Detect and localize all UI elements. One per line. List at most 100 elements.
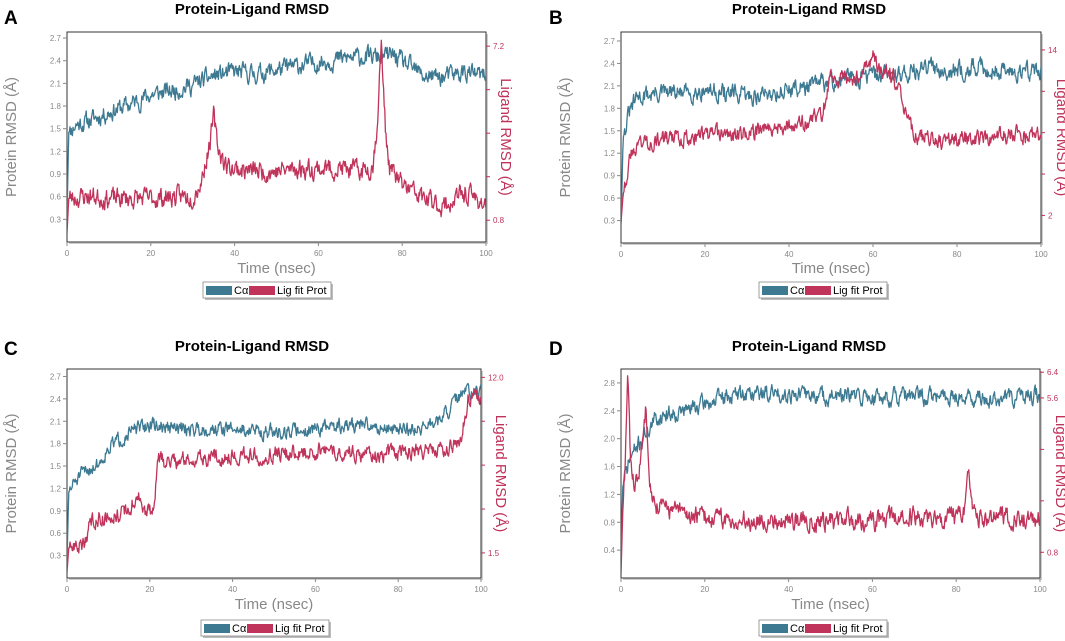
- plot-area: [620, 368, 1041, 579]
- y2-tick-label: 14: [1048, 46, 1057, 55]
- y-tick-label: 1.5: [50, 125, 62, 134]
- panel-label: C: [4, 339, 18, 360]
- y-tick-label: 1.8: [50, 102, 62, 111]
- panel-c: C Protein-Ligand RMSD 0 20 40 60 80 100 0.3 0.6 0.…: [3, 338, 509, 638]
- y-tick-label: 0.3: [50, 215, 62, 224]
- x-tick-label: 80: [398, 249, 407, 258]
- x-tick-label: 80: [394, 585, 403, 594]
- y-tick-label: 2.7: [50, 34, 62, 43]
- chart-title: Protein-Ligand RMSD: [732, 1, 886, 18]
- x-tick-label: 20: [145, 585, 154, 594]
- panel-b: B Protein-Ligand RMSD 0 20 40 60 80 100 0.3 0.6 0.…: [549, 1, 1065, 300]
- panel-a: A Protein-Ligand RMSD 0 20 40 60 80 100 0.3 0.6 0.…: [3, 1, 514, 300]
- y2-tick-label: 1.5: [488, 549, 500, 558]
- x-tick-label: 0: [619, 250, 624, 259]
- x-tick-label: 80: [952, 585, 961, 594]
- y-tick-label: 2.1: [50, 79, 62, 88]
- y-tick-label: 1.2: [50, 147, 62, 156]
- x-tick-label: 100: [1033, 585, 1047, 594]
- chart-title: Protein-Ligand RMSD: [175, 1, 329, 18]
- legend-label-ligand: Lig fit Prot: [833, 623, 883, 635]
- y2-tick-label: 2: [1048, 211, 1053, 220]
- y-tick-label: 2.4: [604, 407, 616, 416]
- chart-title: Protein-Ligand RMSD: [732, 338, 886, 355]
- y-tick-label: 0.9: [50, 507, 62, 516]
- x-tick-label: 60: [869, 250, 878, 259]
- y-tick-label: 2.1: [50, 417, 62, 426]
- y-tick-label: 0.6: [50, 193, 62, 202]
- plot-area: [66, 31, 487, 243]
- x-axis-label: Time (nsec): [235, 596, 314, 613]
- y-tick-label: 2.7: [50, 372, 62, 381]
- y-tick-label: 0.3: [604, 217, 616, 226]
- y-tick-label: 2.4: [604, 59, 616, 68]
- series-line-ligand: [67, 39, 486, 234]
- y2-tick-label: 6.4: [1047, 368, 1059, 377]
- series-line-ligand: [621, 375, 1040, 575]
- legend-label-ligand: Lig fit Prot: [277, 285, 327, 297]
- x-tick-label: 20: [146, 249, 155, 258]
- x-tick-label: 60: [311, 585, 320, 594]
- y-tick-label: 2.8: [604, 379, 616, 388]
- panel-label: B: [549, 8, 563, 29]
- legend-swatch-ligand: [805, 286, 831, 295]
- legend-swatch-ligand: [249, 286, 275, 295]
- legend-label-ligand: Lig fit Prot: [833, 285, 883, 297]
- y-tick-label: 2.0: [604, 435, 616, 444]
- y-tick-label: 2.1: [604, 82, 616, 91]
- y-tick-label: 0.9: [604, 172, 616, 181]
- x-axis-label: Time (nsec): [792, 260, 871, 277]
- y2-axis-label: Ligand RMSD (Å): [1053, 79, 1065, 197]
- plot-area: [66, 368, 482, 579]
- y-tick-label: 1.8: [604, 104, 616, 113]
- y2-axis-label: Ligand RMSD (Å): [1052, 415, 1065, 533]
- y-tick-label: 2.4: [50, 395, 62, 404]
- legend: Cα Lig fit Prot: [200, 619, 331, 638]
- x-tick-label: 40: [228, 585, 237, 594]
- y-tick-label: 1.2: [604, 490, 616, 499]
- panel-d: D Protein-Ligand RMSD 0 20 40 60 80 100 0.4 0.8 1.…: [549, 338, 1065, 638]
- x-tick-label: 40: [785, 250, 794, 259]
- series-line-calpha: [621, 383, 1040, 565]
- y-tick-label: 1.6: [604, 463, 616, 472]
- legend-label-ligand: Lig fit Prot: [275, 623, 325, 635]
- y2-tick-label: 7.2: [493, 42, 505, 51]
- panel-label: A: [4, 8, 18, 29]
- x-tick-label: 100: [1034, 250, 1048, 259]
- series-line-calpha: [67, 43, 486, 220]
- x-tick-label: 80: [953, 250, 962, 259]
- x-axis-label: Time (nsec): [237, 260, 316, 277]
- y-tick-label: 0.4: [604, 546, 616, 555]
- y-axis-label: Protein RMSD (Å): [557, 77, 574, 197]
- legend-swatch-calpha: [204, 624, 230, 633]
- y-tick-label: 0.3: [50, 552, 62, 561]
- y-axis-label: Protein RMSD (Å): [3, 77, 20, 197]
- x-tick-label: 0: [619, 585, 624, 594]
- y-tick-label: 1.5: [604, 127, 616, 136]
- y-tick-label: 0.9: [50, 170, 62, 179]
- y2-tick-label: 0.8: [1047, 548, 1059, 557]
- chart-title: Protein-Ligand RMSD: [175, 338, 329, 355]
- x-tick-label: 60: [314, 249, 323, 258]
- legend-swatch-calpha: [762, 624, 788, 633]
- x-tick-label: 100: [474, 585, 488, 594]
- series-line-calpha: [67, 382, 481, 564]
- x-tick-label: 100: [479, 249, 493, 258]
- x-tick-label: 40: [784, 585, 793, 594]
- legend-swatch-ligand: [247, 624, 273, 633]
- x-tick-label: 0: [65, 249, 70, 258]
- x-axis-label: Time (nsec): [791, 596, 870, 613]
- y2-axis-label: Ligand RMSD (Å): [492, 415, 509, 533]
- legend-label-calpha: Cα: [790, 285, 805, 297]
- x-tick-label: 60: [868, 585, 877, 594]
- y2-tick-label: 12.0: [488, 373, 504, 382]
- y2-tick-label: 0.8: [493, 216, 505, 225]
- legend-swatch-ligand: [805, 624, 831, 633]
- panel-label: D: [549, 339, 563, 360]
- series-line-ligand: [67, 388, 481, 574]
- x-tick-label: 0: [65, 585, 70, 594]
- y-tick-label: 0.6: [604, 194, 616, 203]
- y2-axis-label: Ligand RMSD (Å): [497, 78, 514, 196]
- y-tick-label: 0.6: [50, 529, 62, 538]
